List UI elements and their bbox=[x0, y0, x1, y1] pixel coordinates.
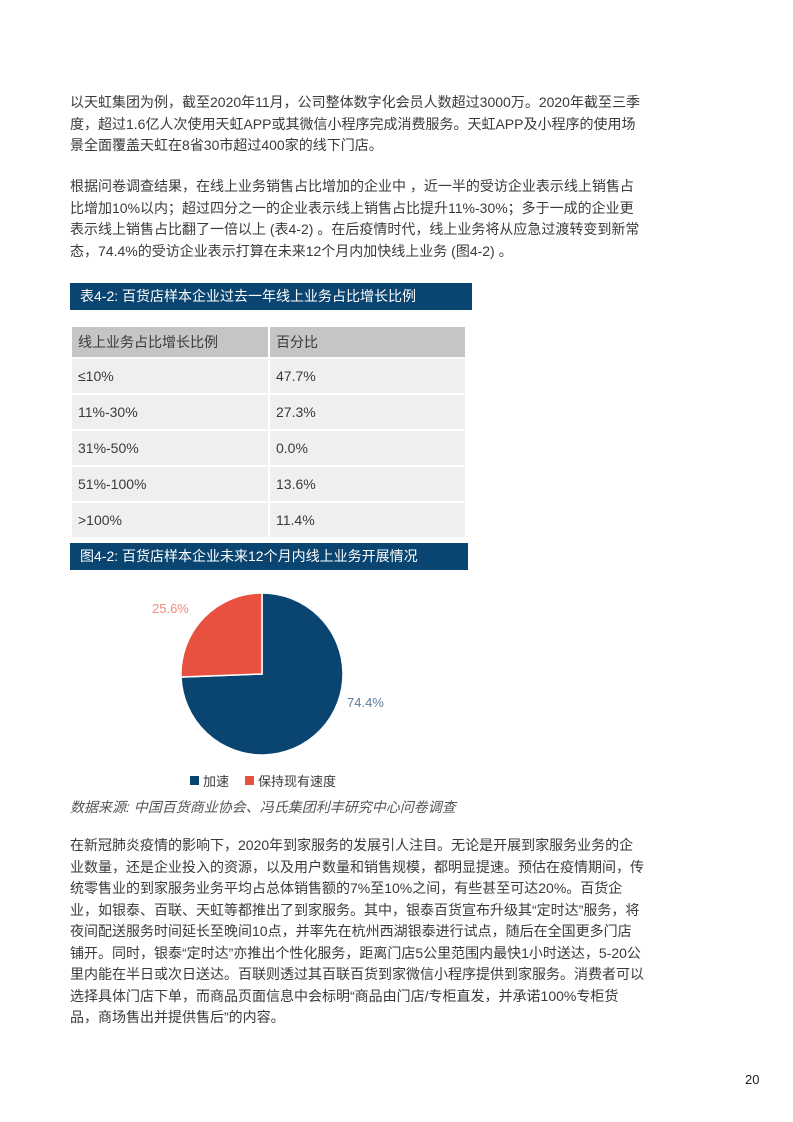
table-header-row: 线上业务占比增长比例 百分比 bbox=[70, 325, 467, 359]
legend-swatch bbox=[190, 776, 199, 785]
cell-percent: 13.6% bbox=[268, 465, 467, 503]
cell-percent: 11.4% bbox=[268, 501, 467, 539]
paragraph-3: 在新冠肺炎疫情的影响下，2020年到家服务的发展引人注目。无论是开展到家服务业务… bbox=[70, 837, 644, 1025]
figure-title: 图4-2: 百货店样本企业未来12个月内线上业务开展情况 bbox=[70, 543, 468, 570]
paragraph-1: 以天虹集团为例，截至2020年11月，公司整体数字化会员人数超过3000万。20… bbox=[70, 94, 640, 153]
data-label: 25.6% bbox=[152, 601, 189, 616]
data-source: 数据来源: 中国百货商业协会、冯氏集团利丰研究中心问卷调查 bbox=[70, 799, 456, 815]
cell-percent: 47.7% bbox=[268, 357, 467, 395]
legend-swatch bbox=[245, 776, 255, 785]
cell-percent: 27.3% bbox=[268, 393, 467, 431]
column-header: 百分比 bbox=[268, 325, 467, 359]
table-row: 31%-50% 0.0% bbox=[70, 429, 467, 467]
table-row: ≤10% 47.7% bbox=[70, 357, 467, 395]
cell-range: ≤10% bbox=[70, 357, 270, 395]
cell-range: >100% bbox=[70, 501, 270, 539]
table-row: 11%-30% 27.3% bbox=[70, 393, 467, 431]
legend-label: 保持现有速度 bbox=[258, 774, 337, 789]
cell-percent: 0.0% bbox=[268, 429, 467, 467]
pie-slice bbox=[180, 592, 263, 678]
page-number: 20 bbox=[745, 1072, 760, 1087]
cell-range: 51%-100% bbox=[70, 465, 270, 503]
table-row: >100% 11.4% bbox=[70, 501, 467, 539]
chart-legend: 加速 保持现有速度 bbox=[190, 771, 336, 790]
cell-range: 31%-50% bbox=[70, 429, 270, 467]
column-header: 线上业务占比增长比例 bbox=[70, 325, 270, 359]
table-title: 表4-2: 百货店样本企业过去一年线上业务占比增长比例 bbox=[70, 283, 472, 310]
data-label: 74.4% bbox=[347, 695, 384, 710]
pie-chart: 74.4% 25.6% bbox=[152, 592, 384, 756]
table-row: 51%-100% 13.6% bbox=[70, 465, 467, 503]
paragraph-2: 根据问卷调查结果，在线上业务销售占比增加的企业中 ，近一半的受访企业表示线上销售… bbox=[70, 178, 640, 259]
cell-range: 11%-30% bbox=[70, 393, 270, 431]
legend-label: 加速 bbox=[203, 774, 230, 789]
data-table: 线上业务占比增长比例 百分比 ≤10% 47.7% 11%-30% 27.3% 31… bbox=[70, 325, 467, 539]
